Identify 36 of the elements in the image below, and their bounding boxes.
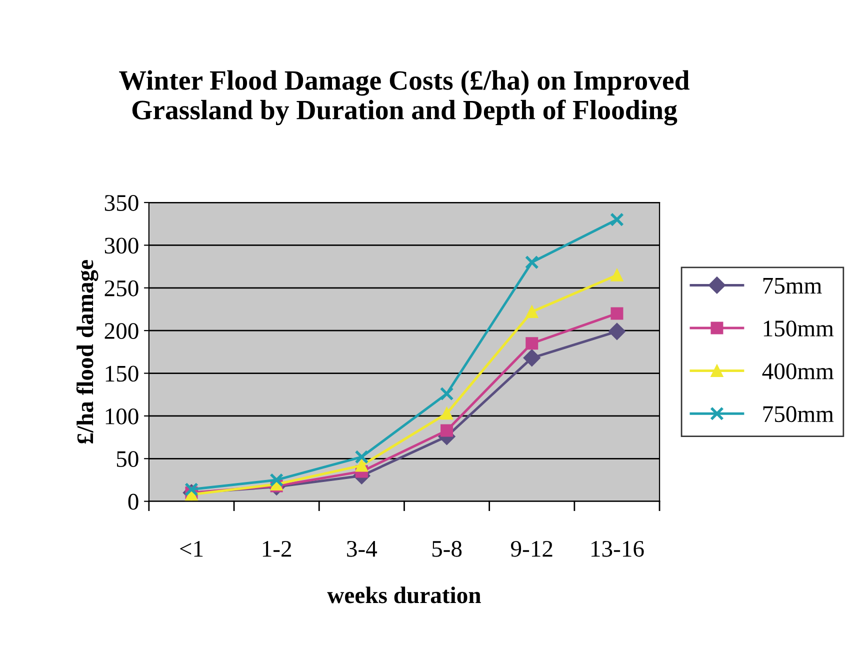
y-tick-label: 300	[104, 238, 138, 254]
x-tick-label: 5-8	[432, 540, 462, 557]
point	[184, 482, 198, 496]
point	[270, 473, 284, 487]
legend-label: 750mm	[763, 406, 834, 422]
y-tick-label: 150	[106, 366, 138, 382]
point	[523, 349, 540, 366]
y-tick-label: 50	[116, 451, 138, 468]
y-tick-label: 350	[104, 195, 138, 211]
point	[440, 424, 454, 437]
point	[524, 255, 539, 270]
legend-label: 400mm	[762, 363, 834, 380]
x-axis-title: weeks duration	[327, 586, 481, 604]
point	[355, 459, 368, 472]
point	[526, 337, 538, 350]
point	[610, 212, 624, 227]
x-tick-label: 1-2	[262, 540, 292, 557]
y-tick-label: 200	[104, 323, 138, 339]
legend-label: 75mm	[763, 278, 822, 294]
point	[610, 268, 624, 282]
y-tick-label: 250	[104, 280, 138, 296]
legend-label: 150mm	[764, 320, 834, 336]
point	[526, 306, 538, 318]
y-axis-title: £/ha flood damage	[76, 260, 98, 444]
x-tick-label: 13-16	[592, 540, 644, 557]
y-tick-label: 100	[106, 408, 138, 424]
y-tick-label: 0	[128, 494, 138, 510]
point	[354, 450, 369, 464]
point	[608, 322, 626, 340]
x-tick-label: <1	[180, 541, 203, 557]
x-tick-label: 3-4	[347, 540, 378, 557]
point	[440, 386, 454, 401]
x-tick-label: 9-12	[510, 540, 552, 557]
chart-title: Winter Flood Damage Costs (£/ha) on Improved Grassland by Duration and Depth of Flooding	[119, 70, 690, 126]
point	[610, 307, 624, 320]
point	[440, 407, 454, 420]
